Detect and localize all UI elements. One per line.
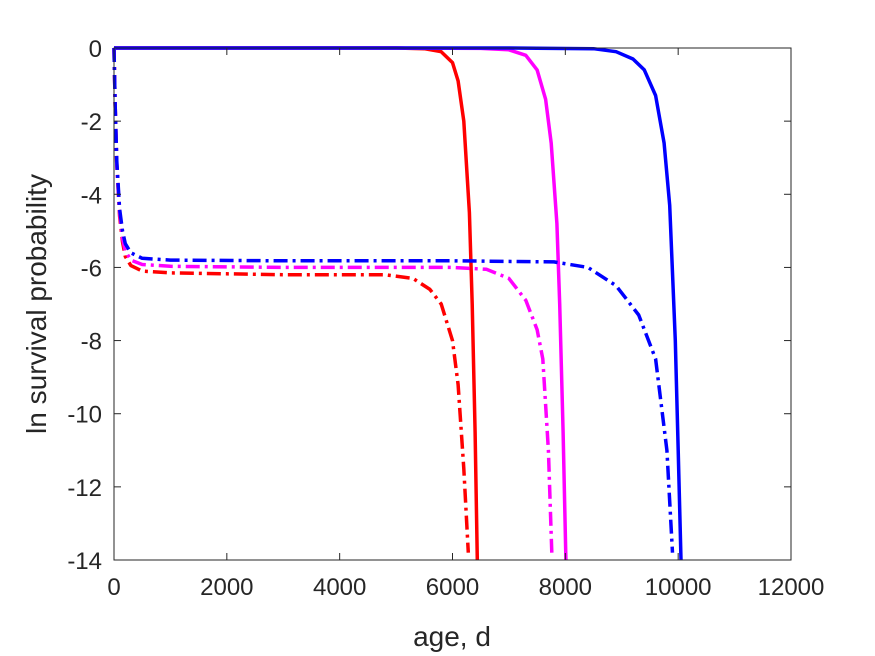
x-tick-label: 8000 (539, 574, 592, 601)
series-line-4 (112, 47, 471, 553)
x-tick-label: 0 (107, 574, 120, 601)
y-tick-label: -6 (81, 255, 102, 282)
y-tick-label: -8 (81, 329, 102, 356)
x-axis-label: age, d (413, 621, 491, 652)
x-tick-label: 10000 (645, 574, 712, 601)
y-axis-label: ln survival probability (21, 174, 52, 434)
plot-area (114, 48, 791, 560)
y-tick-label: -4 (81, 182, 102, 209)
y-tick-label: 0 (89, 36, 102, 63)
series-line-6 (112, 47, 675, 553)
y-tick-label: -2 (81, 109, 102, 136)
ticks-layer: 0 2000 4000 6000 8000 10000 12000 0 -2 -4 -6 -8 -10 -… (67, 36, 824, 601)
x-tick-label: 12000 (758, 574, 825, 601)
x-tick-label: 6000 (426, 574, 479, 601)
y-tick-label: -12 (67, 475, 102, 502)
series-line-3 (114, 46, 683, 561)
x-tick-label: 4000 (313, 574, 366, 601)
x-tick-label: 2000 (200, 574, 253, 601)
y-tick-label: -10 (67, 402, 102, 429)
y-tick-label: -14 (67, 548, 102, 575)
